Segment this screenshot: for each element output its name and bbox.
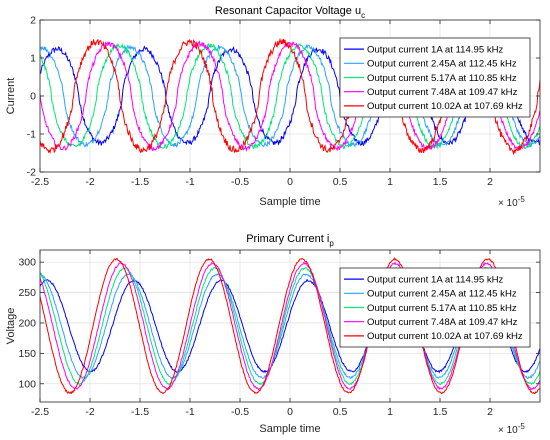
x-tick-label: -1 — [185, 406, 194, 418]
x-tick-label: -2 — [85, 176, 94, 188]
chart-title: Resonant Capacitor Voltage uc — [215, 5, 365, 20]
y-tick-label: 2 — [30, 15, 36, 27]
x-tick-label: 0.5 — [333, 176, 348, 188]
legend-entry-label: Output current 5.17A at 110.85 kHz — [367, 73, 517, 84]
y-tick-label: 0 — [30, 91, 36, 103]
legend-box — [339, 37, 531, 118]
x-tick-label: 1.5 — [433, 176, 448, 188]
legend: Output current 1A at 114.95 kHz Output cu… — [339, 37, 531, 118]
x-tick-label: 1.5 — [433, 406, 448, 418]
chart-primary-current: -2.5 -2 -1.5 -1 -0.5 0 0.5 1 1.5 2 100 150 200 250 300… — [5, 233, 541, 437]
x-tick-label: -2.5 — [31, 406, 49, 418]
x-tick-label: -2 — [85, 406, 94, 418]
y-tick-label: -2 — [27, 167, 36, 179]
legend-box — [339, 267, 531, 348]
x-tick-label: -2.5 — [31, 176, 49, 188]
x-tick-label: -0.5 — [231, 176, 249, 188]
series-line-5 — [40, 257, 540, 395]
chart-title-subscript: p — [329, 239, 334, 248]
x-axis-label: Sample time — [259, 423, 320, 435]
legend-entry-label: Output current 10.02A at 107.69 kHz — [367, 101, 523, 112]
series-line-3 — [40, 266, 540, 386]
x-tick-label: 2 — [487, 406, 493, 418]
x-tick-label: -1 — [185, 176, 194, 188]
y-axis-label: Voltage — [5, 308, 17, 345]
x-exponent-power: -5 — [518, 422, 526, 431]
legend-entry-label: Output current 2.45A at 112.45 kHz — [367, 289, 517, 300]
chart-title-main: Resonant Capacitor Voltage u — [215, 5, 361, 17]
x-exponent-power: -5 — [518, 195, 526, 204]
x-exponent-base: × 10 — [498, 425, 518, 436]
x-tick-label: 0 — [287, 406, 293, 418]
x-exponent-base: × 10 — [498, 198, 518, 209]
y-axis-label: Current — [5, 78, 17, 115]
y-tick-label: 250 — [18, 287, 36, 299]
legend: Output current 1A at 114.95 kHz Output cu… — [339, 267, 531, 348]
x-tick-label: 0.5 — [333, 406, 348, 418]
x-exponent: × 10-5 — [498, 422, 525, 437]
x-tick-label: -1.5 — [131, 176, 149, 188]
y-tick-label: 100 — [18, 378, 36, 390]
x-tick-label: 0 — [287, 176, 293, 188]
y-tick-label: 150 — [18, 348, 36, 360]
x-tick-label: 1 — [387, 406, 393, 418]
y-tick-label: 300 — [18, 257, 36, 269]
chart-title: Primary Current ip — [246, 233, 334, 248]
legend-entry-label: Output current 1A at 114.95 kHz — [367, 44, 504, 55]
y-tick-label: 1 — [30, 53, 36, 65]
legend-entry-label: Output current 7.48A at 109.47 kHz — [367, 87, 518, 98]
y-tick-label: 200 — [18, 317, 36, 329]
series-line-4 — [40, 261, 540, 391]
y-tick-label: -1 — [27, 129, 36, 141]
series-line-1 — [40, 45, 540, 147]
x-exponent: × 10-5 — [498, 195, 525, 210]
x-axis-label: Sample time — [259, 196, 320, 208]
x-tick-label: -1.5 — [131, 406, 149, 418]
x-tick-label: -0.5 — [231, 406, 249, 418]
legend-entry-label: Output current 2.45A at 112.45 kHz — [367, 59, 517, 70]
legend-entry-label: Output current 5.17A at 110.85 kHz — [367, 303, 517, 314]
legend-entry-label: Output current 7.48A at 109.47 kHz — [367, 317, 518, 328]
legend-entry-label: Output current 1A at 114.95 kHz — [367, 274, 504, 285]
chart-title-main: Primary Current i — [246, 233, 329, 245]
x-tick-label: 2 — [487, 176, 493, 188]
x-tick-label: 1 — [387, 176, 393, 188]
legend-entry-label: Output current 10.02A at 107.69 kHz — [367, 331, 523, 342]
series-line-2 — [40, 43, 540, 148]
chart-title-subscript: c — [361, 11, 365, 20]
